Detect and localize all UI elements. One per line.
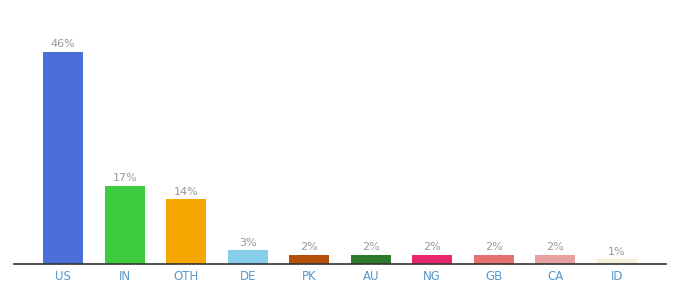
Text: 2%: 2% — [485, 242, 503, 253]
Bar — [289, 255, 329, 264]
Text: 2%: 2% — [362, 242, 379, 253]
Bar — [597, 260, 636, 264]
Bar — [228, 250, 268, 264]
Text: 2%: 2% — [546, 242, 564, 253]
Text: 3%: 3% — [239, 238, 256, 248]
Bar — [535, 255, 575, 264]
Bar — [351, 255, 391, 264]
Bar — [167, 200, 206, 264]
Text: 46%: 46% — [51, 39, 75, 50]
Text: 14%: 14% — [174, 187, 199, 197]
Text: 2%: 2% — [301, 242, 318, 253]
Text: 17%: 17% — [112, 173, 137, 183]
Bar — [105, 185, 145, 264]
Text: 2%: 2% — [424, 242, 441, 253]
Text: 1%: 1% — [608, 247, 626, 257]
Bar — [412, 255, 452, 264]
Bar — [44, 52, 83, 264]
Bar — [474, 255, 513, 264]
